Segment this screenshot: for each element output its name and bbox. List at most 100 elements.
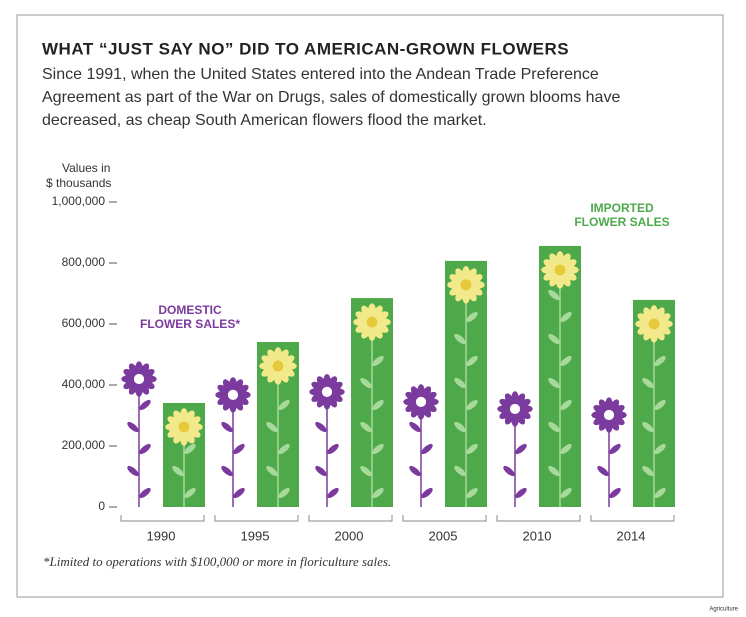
- petal: [233, 379, 244, 393]
- leaf: [372, 487, 384, 499]
- petal: [217, 395, 231, 405]
- leaf: [515, 487, 527, 499]
- petal: [643, 307, 654, 322]
- bar-mark: [351, 298, 393, 507]
- y-tick-label: 800,000: [62, 255, 106, 269]
- petal: [405, 402, 419, 413]
- leaf: [548, 377, 560, 389]
- leaf: [560, 443, 572, 455]
- petal: [499, 409, 513, 420]
- leaf: [360, 377, 372, 389]
- petal: [167, 416, 182, 427]
- petal: [123, 368, 137, 379]
- leaf: [515, 443, 527, 455]
- petal: [374, 311, 389, 322]
- petal: [562, 259, 577, 270]
- category-bracket: [120, 515, 205, 522]
- flower-center: [365, 315, 379, 329]
- petal: [405, 391, 419, 402]
- petal: [449, 274, 464, 285]
- leaf: [560, 355, 572, 367]
- flower-center: [459, 278, 473, 292]
- petal: [656, 324, 671, 335]
- petal: [611, 415, 625, 426]
- leaf: [454, 377, 466, 389]
- leaf: [609, 443, 621, 455]
- leaf: [278, 399, 290, 411]
- petal: [423, 391, 437, 402]
- petal: [609, 417, 620, 431]
- leaf: [421, 443, 433, 455]
- petal: [355, 322, 370, 333]
- petal: [449, 285, 464, 296]
- petal: [468, 285, 483, 296]
- petal: [504, 393, 515, 407]
- petal: [261, 366, 276, 377]
- petal: [517, 409, 531, 420]
- subtitle: decreased, as cheap South American flowe…: [42, 112, 487, 129]
- petal: [311, 381, 325, 392]
- petal: [235, 384, 249, 395]
- y-axis-label: Values in: [62, 161, 110, 175]
- petal: [128, 381, 139, 395]
- leaf: [654, 487, 666, 499]
- y-tick-label: 600,000: [62, 316, 106, 330]
- bar-mark: [445, 260, 487, 507]
- flower-center: [320, 385, 334, 398]
- petal: [327, 394, 338, 408]
- leaf: [454, 465, 466, 477]
- footnote: *Limited to operations with $100,000 or …: [43, 554, 391, 569]
- leaf: [233, 443, 245, 455]
- leaf: [548, 421, 560, 433]
- legend-label: FLOWER SALES: [574, 215, 669, 229]
- subtitle: Agreement as part of the War on Drugs, s…: [42, 89, 620, 106]
- flower-center: [177, 420, 191, 434]
- petal: [637, 324, 652, 335]
- leaf: [266, 465, 278, 477]
- petal: [543, 259, 558, 270]
- petal: [267, 368, 278, 383]
- petal: [468, 274, 483, 285]
- leaf: [315, 421, 327, 433]
- petal: [593, 415, 607, 426]
- petal: [421, 386, 432, 400]
- x-tick-label: 2010: [523, 528, 552, 543]
- petal: [139, 363, 150, 377]
- leaf: [548, 465, 560, 477]
- petal: [361, 324, 372, 339]
- leaf: [139, 443, 151, 455]
- category-bracket: [308, 515, 393, 522]
- leaf: [372, 443, 384, 455]
- flower-mark: [309, 374, 345, 507]
- x-tick-label: 1990: [147, 528, 176, 543]
- bar-mark: [633, 299, 675, 507]
- petal: [654, 307, 665, 322]
- flower-center: [602, 408, 616, 422]
- petal: [423, 402, 437, 413]
- flower-mark: [403, 384, 439, 507]
- petal: [184, 429, 195, 444]
- leaf: [466, 355, 478, 367]
- y-tick-label: 400,000: [62, 377, 106, 391]
- petal: [374, 322, 389, 333]
- petal: [222, 379, 233, 393]
- petal: [549, 253, 560, 268]
- y-axis-label: $ thousands: [46, 176, 111, 190]
- petal: [466, 268, 477, 283]
- category-bracket: [402, 515, 487, 522]
- flower-center: [508, 402, 522, 416]
- flower-center: [132, 372, 146, 386]
- petal: [593, 404, 607, 415]
- petal: [410, 386, 421, 400]
- petal: [410, 404, 421, 418]
- petal: [173, 429, 184, 444]
- category-bracket: [214, 515, 299, 522]
- flower-mark: [497, 391, 533, 507]
- legend-label: IMPORTED: [590, 201, 654, 215]
- petal: [372, 305, 383, 320]
- petal: [560, 253, 571, 268]
- leaf: [454, 333, 466, 345]
- leaf: [327, 443, 339, 455]
- leaf: [597, 465, 609, 477]
